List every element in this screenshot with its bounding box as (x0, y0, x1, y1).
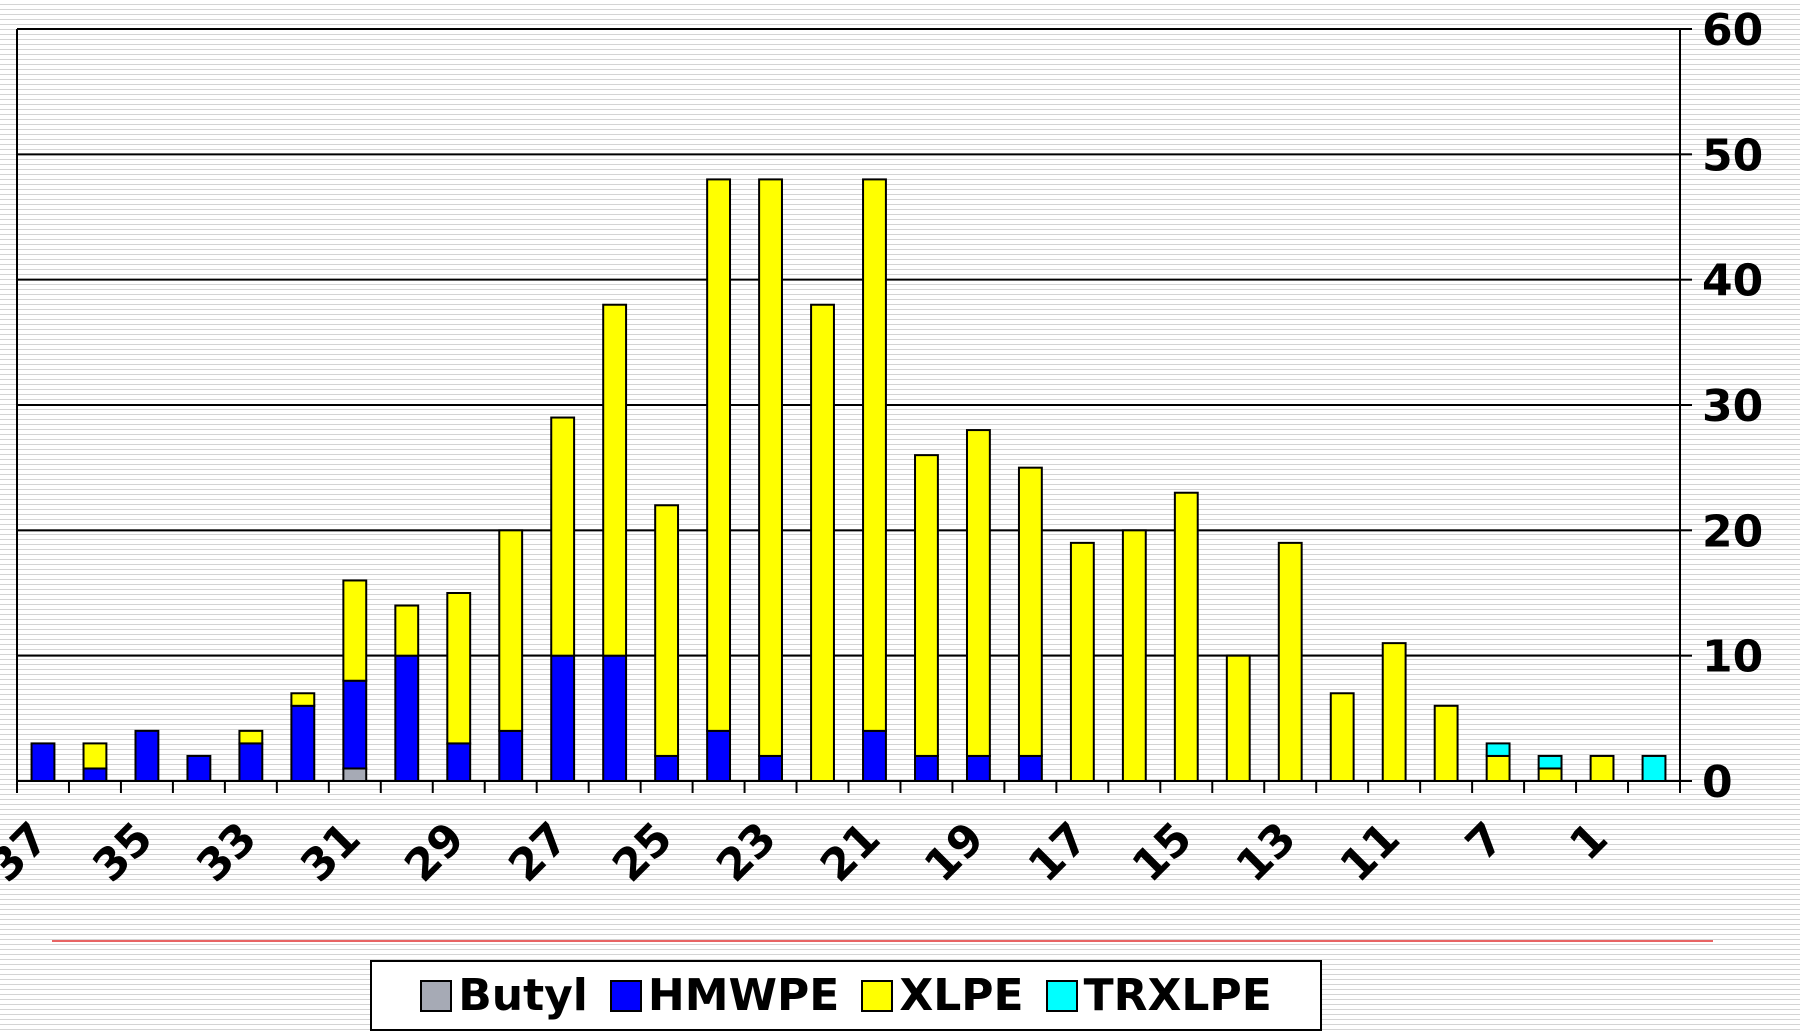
bar-segment (1277, 541, 1303, 782)
x-tick-label: 27 (499, 813, 578, 892)
bar-segment (1017, 754, 1043, 783)
bar-segment (238, 742, 264, 783)
legend-item: Butyl (420, 970, 588, 1021)
bar-segment (1381, 642, 1407, 783)
bar-segment (1537, 767, 1563, 783)
bar-segment (498, 529, 524, 732)
x-tick-label: 33 (187, 813, 266, 892)
bar-segment (550, 416, 576, 657)
x-tick-label: 1 (1560, 813, 1618, 871)
y-tick-label: 40 (1702, 256, 1763, 307)
legend-item: XLPE (861, 970, 1024, 1021)
y-tick-label: 30 (1702, 381, 1763, 432)
x-tick-label: 25 (603, 813, 682, 892)
y-tick-label: 20 (1702, 506, 1763, 557)
bar-segment (1173, 491, 1199, 782)
legend-item: HMWPE (609, 970, 840, 1021)
x-tick-label: 29 (395, 813, 474, 892)
x-tick-label: 35 (83, 813, 162, 892)
legend-swatch (420, 979, 453, 1012)
x-tick-label: 21 (811, 813, 890, 892)
bar-segment (810, 303, 835, 782)
bar-segment (1017, 466, 1043, 757)
bar-segment (965, 429, 991, 757)
bar-segment (1641, 754, 1667, 783)
bar-segment (394, 604, 420, 657)
bar-segment (602, 654, 628, 783)
bar-segment (654, 754, 680, 783)
bar-segment (1069, 541, 1095, 782)
bar-segment (290, 704, 316, 782)
legend-swatch (861, 979, 894, 1012)
bar-segment (1225, 654, 1251, 783)
y-tick-label: 10 (1702, 632, 1763, 683)
bar-segment (862, 729, 887, 782)
bar-segment (446, 742, 472, 783)
bar-segment (82, 742, 108, 770)
bar-segment (446, 592, 472, 745)
x-tick-label: 11 (1331, 813, 1410, 892)
x-tick-label: 19 (915, 813, 994, 892)
bar-segment (1589, 754, 1615, 783)
bar-segment (1485, 742, 1511, 757)
legend-label: HMWPE (647, 970, 840, 1021)
bar-segment (394, 654, 420, 783)
bar-segment (914, 454, 939, 757)
bar-segment (238, 729, 264, 745)
bar-segment (1329, 692, 1355, 782)
bar-segment (965, 754, 991, 783)
bar-segment (758, 178, 783, 757)
bar-segment (654, 504, 680, 757)
bar-segment (498, 729, 524, 782)
bar-segment (342, 767, 368, 783)
x-tick-label: 7 (1456, 813, 1514, 871)
legend-label: TRXLPE (1083, 970, 1272, 1021)
bar-segment (706, 178, 732, 732)
x-tick-label: 17 (1019, 813, 1098, 892)
legend-swatch (1045, 979, 1078, 1012)
bar-segment (342, 679, 368, 770)
bar-segment (342, 579, 368, 682)
bar-segment (1121, 529, 1147, 782)
x-tick-label: 31 (291, 813, 370, 892)
bar-segment (550, 654, 576, 783)
legend-swatch (609, 979, 642, 1012)
chart: 0 10 20 30 40 50 60 37 35 33 31 29 27 25 23 21 19 17 15 13 1… (0, 5, 1763, 942)
y-tick-label: 60 (1702, 5, 1763, 56)
legend-item: TRXLPE (1045, 970, 1272, 1021)
x-tick-label: 23 (707, 813, 786, 892)
legend-label: XLPE (899, 970, 1024, 1021)
y-tick-label: 50 (1702, 130, 1763, 181)
bar-segment (1537, 754, 1563, 770)
bar-segment (30, 742, 56, 783)
bar-segment (602, 303, 628, 657)
bar-segment (758, 754, 783, 783)
y-tick-label: 0 (1702, 757, 1733, 808)
bar-segment (914, 754, 939, 783)
x-tick-label: 15 (1123, 813, 1202, 892)
x-tick-label: 37 (0, 813, 59, 892)
bar-segment (862, 178, 887, 732)
legend: Butyl HMWPE XLPE TRXLPE (370, 960, 1322, 1031)
bar-segment (82, 767, 108, 783)
bar-segment (1485, 754, 1511, 783)
x-tick-label: 13 (1227, 813, 1306, 892)
bar-segment (134, 729, 160, 782)
bar-segment (290, 692, 316, 707)
legend-label: Butyl (458, 970, 588, 1021)
bar-segment (1433, 704, 1459, 782)
bar-segment (186, 754, 212, 783)
bar-segment (706, 729, 732, 782)
